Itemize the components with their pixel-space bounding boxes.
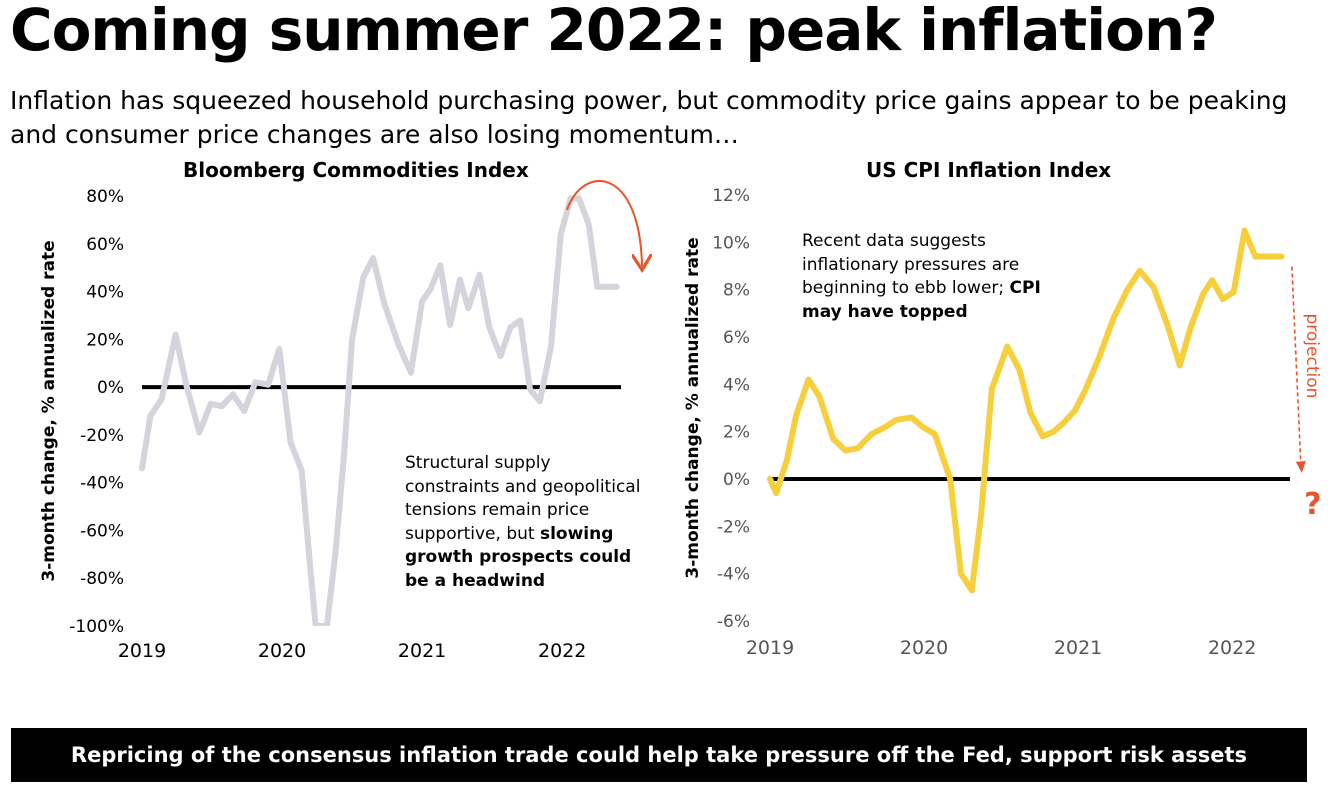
cpi-annotation-bold: CPI may have topped <box>802 278 1041 322</box>
cpi-chart: 12% 10% 8% 6% 4% 2% 0% -2% -4% -6% 2019 2020 2021 202… <box>683 186 1322 659</box>
commodities-y-tick-label: -40% <box>80 474 124 494</box>
commodities-y-tick-label: 0% <box>97 378 124 398</box>
cpi-projection-arrowhead <box>1295 460 1306 473</box>
cpi-x-tick-label: 2021 <box>1054 637 1102 659</box>
commodities-y-tick-label: 20% <box>86 330 124 350</box>
page-title: Coming summer 2022: peak inflation? <box>10 0 1218 64</box>
cpi-y-tick-label: 12% <box>712 186 750 206</box>
cpi-series-line <box>767 227 1285 594</box>
cpi-y-axis-label: 3-month change, % annualized rate <box>683 237 703 578</box>
cpi-y-tick-label: 2% <box>723 423 750 443</box>
cpi-projection-line <box>1291 266 1302 466</box>
commodities-x-tick-label: 2022 <box>538 640 586 662</box>
cpi-x-tick-label: 2019 <box>746 637 794 659</box>
cpi-x-tick-label: 2022 <box>1208 637 1256 659</box>
commodities-y-tick-label: 40% <box>86 283 124 303</box>
commodities-y-tick-label: 60% <box>86 235 124 255</box>
cpi-annotation-text: Recent data suggests inflationary pressu… <box>802 231 1020 298</box>
commodities-annotation-text: Structural supply constraints and geopol… <box>405 453 641 544</box>
commodities-chart-title: Bloomberg Commodities Index <box>183 158 529 182</box>
cpi-projection-label: projection <box>1302 313 1322 398</box>
cpi-y-tick-label: 10% <box>712 233 750 253</box>
commodities-y-tick-label: 80% <box>86 187 124 207</box>
cpi-y-tick-label: 6% <box>723 328 750 348</box>
commodities-y-tick-label: -80% <box>80 569 124 589</box>
commodities-y-tick-label: -20% <box>80 426 124 446</box>
commodities-y-axis-label: 3-month change, % annualized rate <box>39 240 59 581</box>
commodities-peak-arrow <box>566 180 642 266</box>
commodities-x-tick-label: 2021 <box>398 640 446 662</box>
cpi-y-tick-label: 4% <box>723 375 750 395</box>
footer-banner-text: Repricing of the consensus inflation tra… <box>70 743 1248 767</box>
commodities-chart: 80% 60% 40% 20% 0% -20% -40% -60% -80% -100% 2019 2… <box>39 180 670 662</box>
cpi-annotation: Recent data suggests inflationary pressu… <box>802 230 1077 324</box>
cpi-chart-title: US CPI Inflation Index <box>866 158 1112 182</box>
cpi-x-tick-label: 2020 <box>900 637 948 659</box>
cpi-y-tick-label: -4% <box>717 565 750 585</box>
commodities-annotation-bold: slowing growth prospects could be a head… <box>405 523 632 591</box>
cpi-question-mark: ? <box>1304 487 1321 522</box>
cpi-y-tick-label: 0% <box>723 470 750 490</box>
commodities-y-tick-label: -100% <box>69 617 124 637</box>
page-subtitle: Inflation has squeezed household purchas… <box>10 86 1288 149</box>
commodities-series-line <box>139 195 620 626</box>
cpi-y-tick-label: -2% <box>717 517 750 537</box>
footer-banner: Repricing of the consensus inflation tra… <box>11 728 1307 782</box>
cpi-y-tick-label: 8% <box>723 281 750 301</box>
cpi-y-tick-label: -6% <box>717 612 750 632</box>
commodities-x-tick-label: 2020 <box>258 640 306 662</box>
commodities-annotation: Structural supply constraints and geopol… <box>405 452 650 593</box>
commodities-y-tick-label: -60% <box>80 521 124 541</box>
commodities-x-tick-label: 2019 <box>118 640 166 662</box>
